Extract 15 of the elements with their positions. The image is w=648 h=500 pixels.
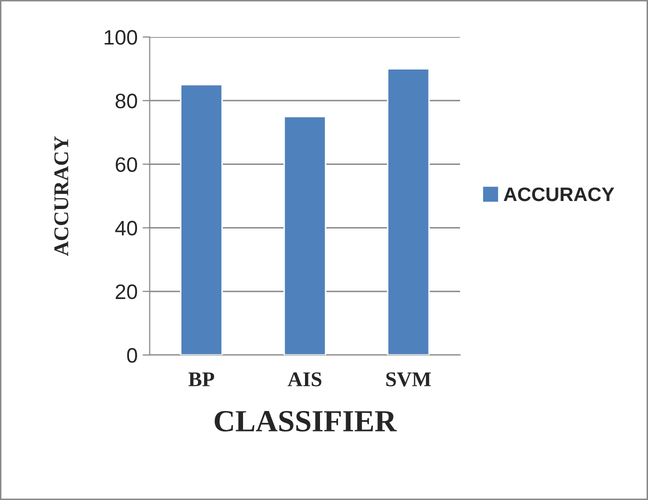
x-tick-label: AIS [288,372,322,386]
bar [180,84,223,355]
x-axis-title: CLASSIFIER [214,410,397,432]
legend-label: ACCURACY [504,187,614,202]
y-tick-label: 60 [116,157,138,172]
x-tick-label: BP [188,372,214,386]
y-tick-label: 80 [116,94,138,108]
y-tick-label: 0 [127,348,138,363]
y-tick-label: 40 [115,220,138,236]
y-axis-title: ACCURACY [54,136,68,256]
x-tick-label: SVM [386,372,431,386]
bar [386,68,430,355]
y-tick-label: 20 [116,284,138,300]
y-tick-label: 100 [104,30,138,45]
bar [283,116,326,355]
